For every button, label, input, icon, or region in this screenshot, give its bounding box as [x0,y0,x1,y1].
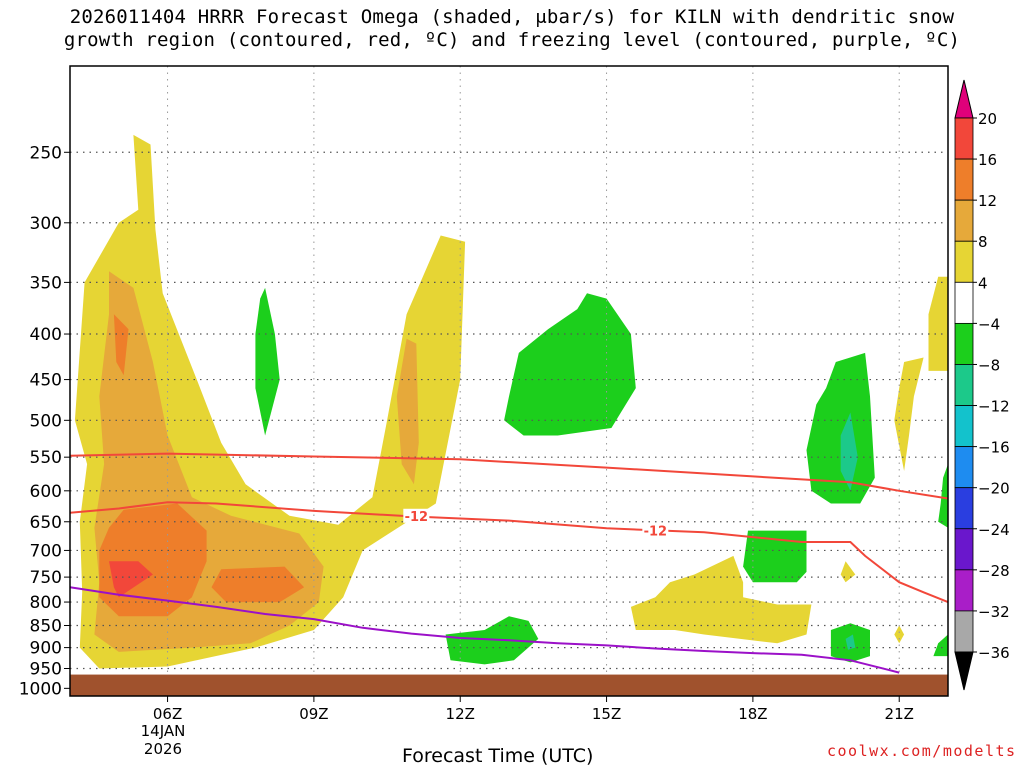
ground-surface [70,674,948,696]
omega-region-sinking-tall [255,287,280,436]
plot-frame [69,65,949,697]
xtick-label-3: 15Z [592,705,621,723]
ytick-label-600: 600 [30,482,62,502]
colorbar-bin-8 [954,405,974,448]
omega-region-west-peak [109,561,153,598]
ytick-label-400: 400 [30,325,62,345]
xtick-label-2: 12Z [446,705,475,723]
omega-region-east-upper-2 [928,276,948,371]
omega-region-sinking-low-2-core [845,634,856,650]
contour-label-dgz-lower-0: -12 [405,510,429,525]
colorbar-label-10: −24 [978,521,1010,539]
colorbar-label-9: −20 [978,480,1010,498]
colorbar-label-3: 8 [978,233,988,251]
ytick-label-700: 700 [30,541,62,561]
ytick-label-900: 900 [30,639,62,659]
xtick-label-0: 06Z [153,705,182,723]
ytick-label-350: 350 [30,273,62,293]
colorbar-top-arrow [954,79,974,119]
ytick-label-850: 850 [30,616,62,636]
colorbar-bin-1 [954,117,974,160]
date-year: 2026 [143,740,183,758]
xtick-label-4: 18Z [738,705,767,723]
date-month: 14JAN [140,722,186,740]
omega-region-sinking-east-column [806,352,875,504]
ytick-label-300: 300 [30,214,62,234]
contour-lines: -12 -12 [69,452,949,674]
contour-dgz-lower [69,501,949,604]
omega-region-sinking-box [743,530,807,583]
colorbar-label-11: −28 [978,562,1010,580]
colorbar-bin-3 [954,199,974,242]
omega-region-east-secondary-core [211,566,305,603]
x-axis: 06Z 09Z 12Z 15Z 18Z 21Z [153,696,914,723]
omega-region-sinking-edge-2 [933,634,948,657]
colorbar-label-2: 12 [978,192,997,210]
contour-dgz-upper [69,452,949,500]
xtick-label-1: 09Z [299,705,328,723]
colorbar-label-0: 20 [978,110,997,128]
colorbar-bin-7 [954,364,974,406]
omega-region-sinking-central [504,293,636,436]
ytick-label-1000: 1000 [19,679,62,699]
y-axis: 250 300 350 400 450 500 550 600 650 700 750 800 850 9… [19,143,70,699]
omega-region-east-small-2 [894,625,905,644]
contour-label-dgz-lower-1: -12 [644,525,668,540]
omega-region-east-small-1 [840,561,856,583]
colorbar: 20 16 12 8 4 −4 −8 −12 −16 −20 −24 −28 −32 −36 [954,79,1010,691]
colorbar-bin-2 [954,158,974,201]
omega-region-east-low-plume [630,555,812,644]
colorbar-label-12: −32 [978,603,1010,621]
ytick-label-800: 800 [30,593,62,613]
omega-shading [74,134,948,669]
x-axis-title: Forecast Time (UTC) [402,745,594,767]
ytick-label-250: 250 [30,143,62,163]
colorbar-bottom-arrow [954,651,974,691]
ytick-label-450: 450 [30,371,62,391]
grid-lines [70,66,948,675]
colorbar-label-5: −4 [978,315,1000,333]
omega-region-mid-column-tongue [396,338,419,485]
colorbar-bin-4 [954,240,974,283]
credit-link[interactable]: coolwx.com/modelts [827,742,1017,760]
colorbar-label-7: −12 [978,398,1010,416]
chart-title: 2026011404 HRRR Forecast Omega (shaded, … [0,6,1024,52]
colorbar-label-13: −36 [978,644,1010,662]
colorbar-label-4: 4 [978,274,988,292]
colorbar-bin-13 [954,610,974,653]
title-line-1: 2026011404 HRRR Forecast Omega (shaded, … [69,6,955,28]
colorbar-bin-10 [954,487,974,530]
omega-region-sinking-edge-1 [938,464,948,528]
omega-region-west-upper-core [113,314,129,376]
omega-region-east-upper-1 [894,357,924,471]
ytick-label-650: 650 [30,513,62,533]
contour-label-bg-dgz-lower-0 [403,508,430,523]
ytick-label-750: 750 [30,568,62,588]
ytick-label-550: 550 [30,448,62,468]
colorbar-bin-9 [954,446,974,489]
contour-freezing-level [69,586,900,674]
colorbar-label-1: 16 [978,151,997,169]
contour-label-bg-dgz-lower-1 [642,523,669,538]
date-label: 14JAN 2026 [133,722,193,758]
omega-region-sinking-east-column-core [840,412,858,491]
ytick-label-500: 500 [30,411,62,431]
colorbar-bin-11 [954,528,974,571]
colorbar-bin-12 [954,569,974,612]
colorbar-bin-6 [954,322,974,365]
colorbar-bin-5 [954,281,974,324]
title-line-2: growth region (contoured, red, ºC) and f… [63,29,961,51]
xtick-label-5: 21Z [885,705,914,723]
ytick-label-950: 950 [30,660,62,680]
colorbar-label-6: −8 [978,356,1000,374]
colorbar-label-8: −16 [978,439,1010,457]
